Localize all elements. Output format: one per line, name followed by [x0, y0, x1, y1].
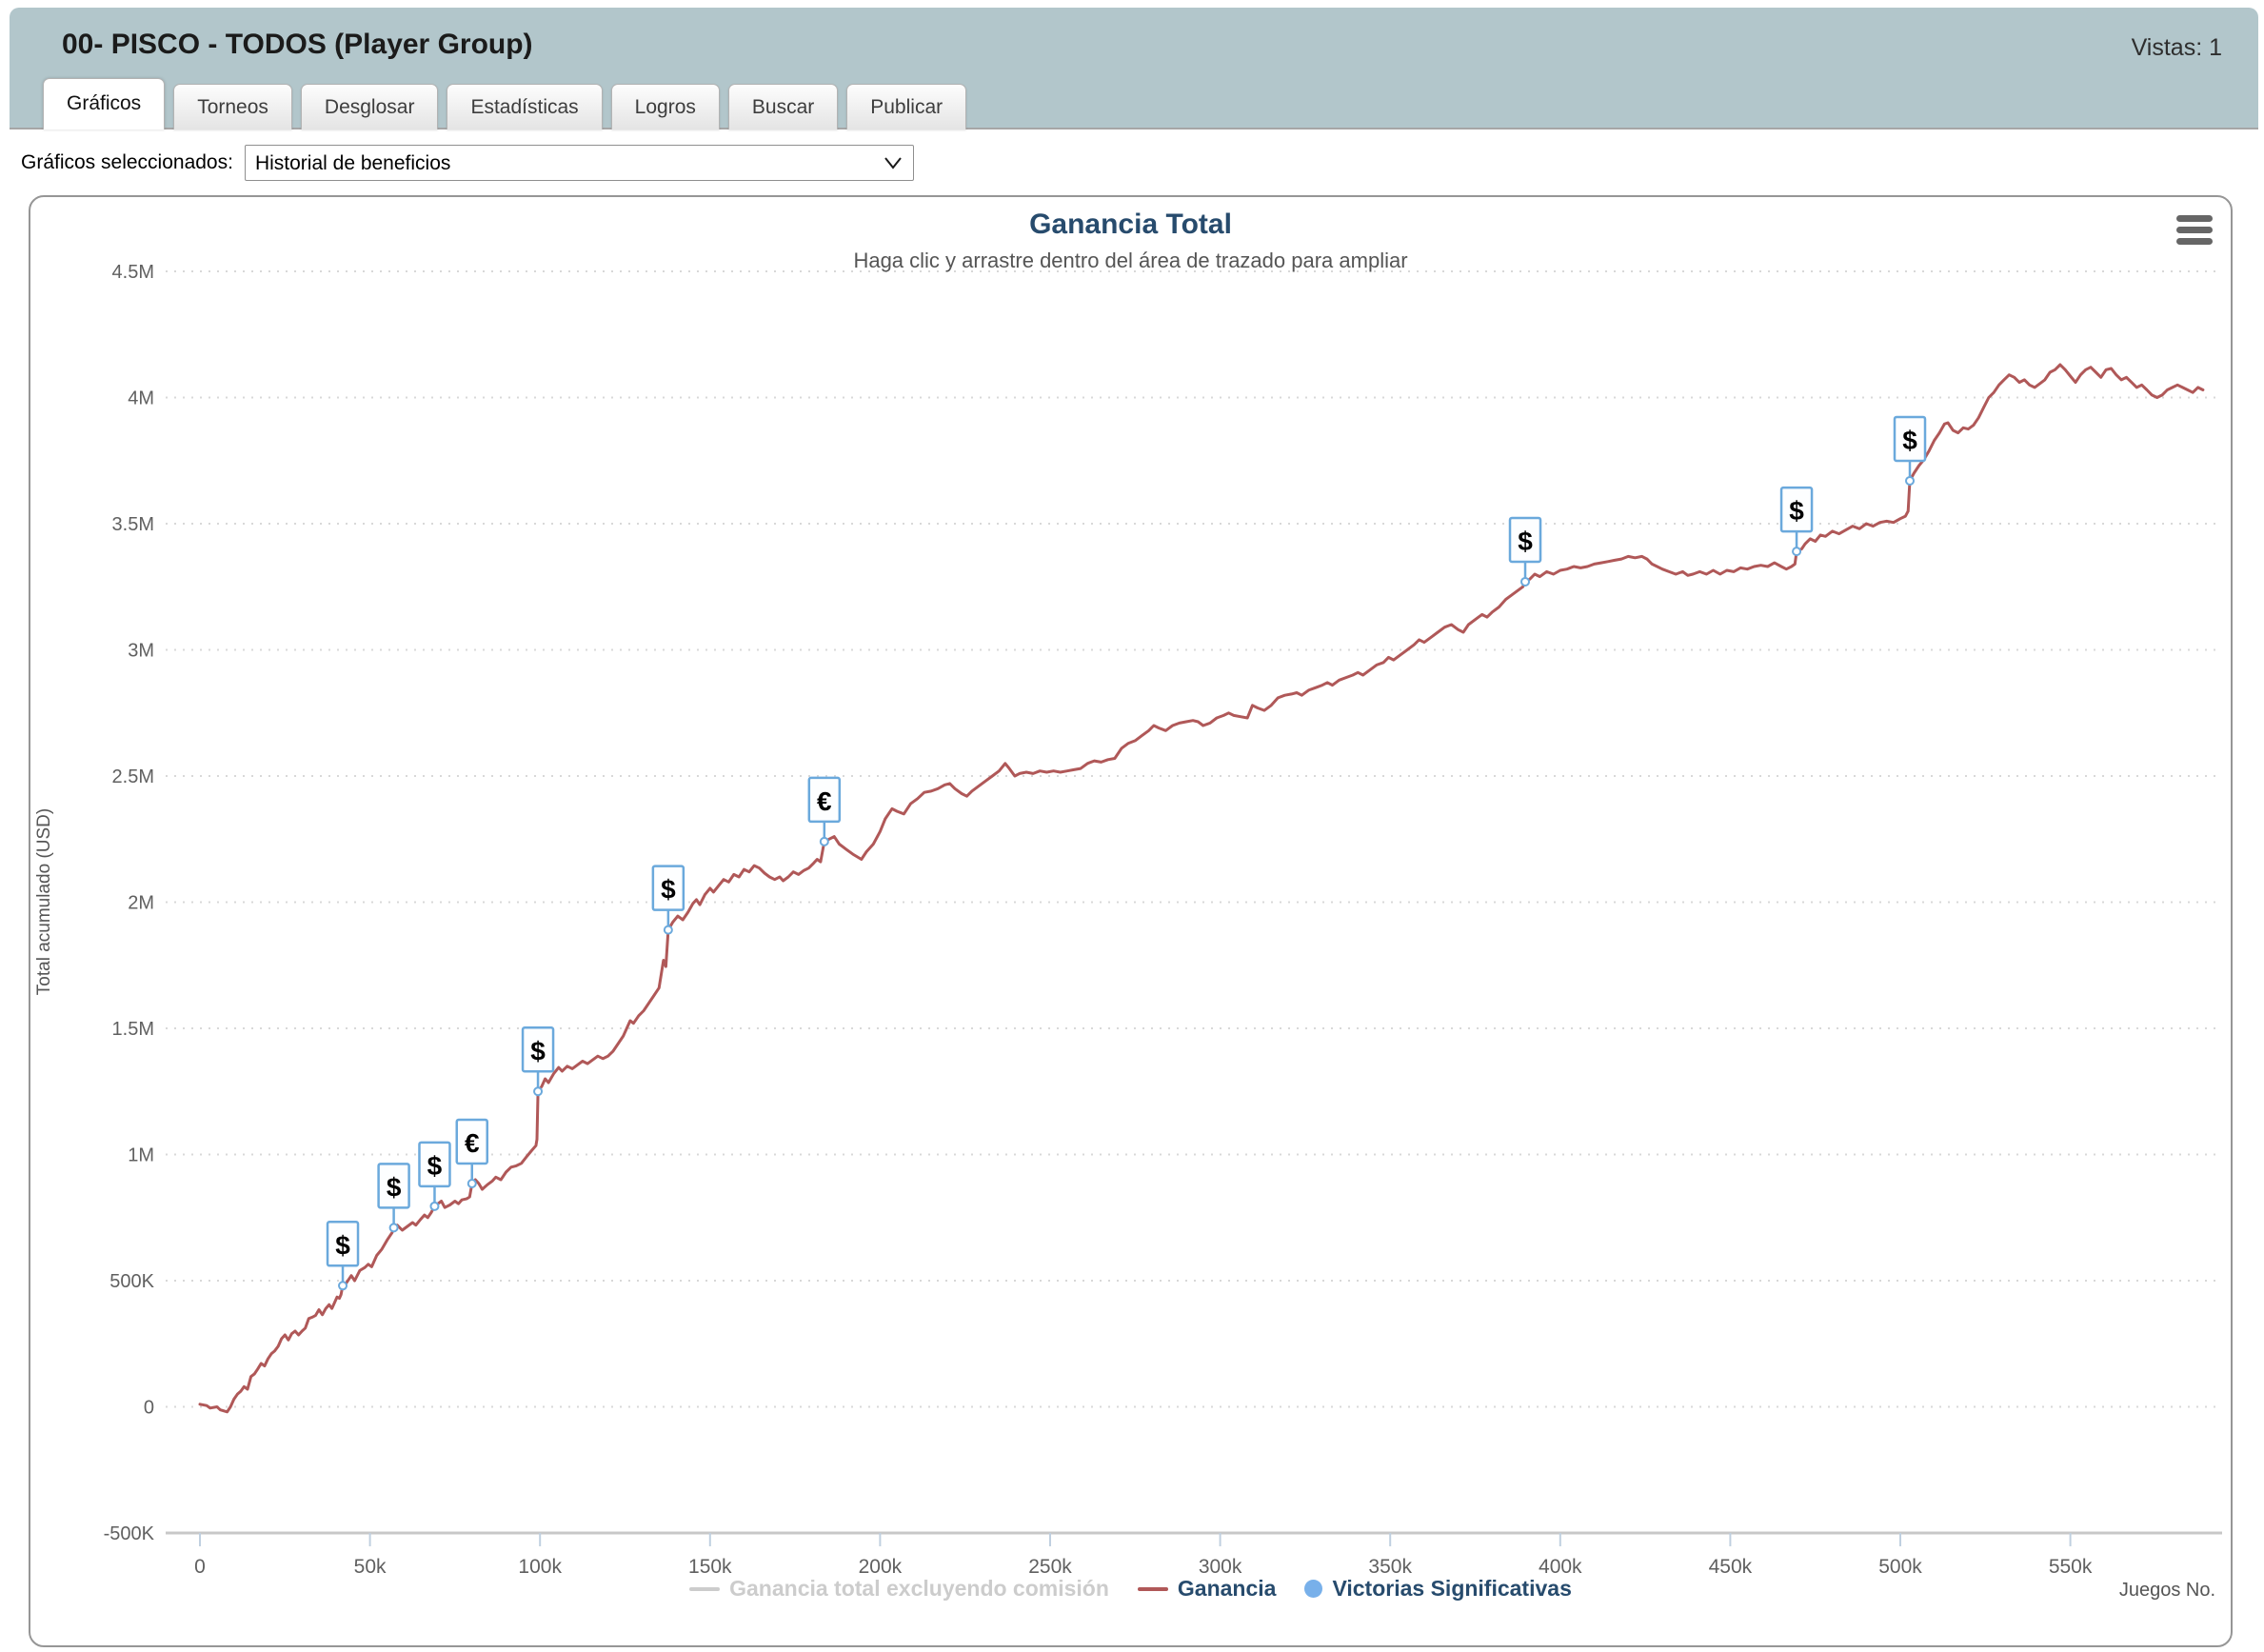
chart-legend: Ganancia total excluyendo comisión Gananc… [30, 1576, 2231, 1602]
flag-marker-euro[interactable]: € [807, 776, 842, 846]
selector-label: Gráficos seleccionados: [21, 151, 233, 173]
page-title: 00- PISCO - TODOS (Player Group) [62, 29, 533, 60]
tab-estadisticas[interactable]: Estadísticas [447, 84, 603, 129]
tab-logros[interactable]: Logros [610, 84, 720, 129]
flag-point[interactable] [663, 925, 673, 935]
y-tick-label: 2.5M [112, 766, 154, 787]
flag-symbol[interactable]: $ [1902, 426, 1917, 455]
flag-marker-dollar[interactable]: $ [651, 865, 685, 935]
profit-chart-plot[interactable]: -500K 0 500K 1M 1.5M 2M 2.5M 3M 3.5M 4M 4.5M 0 50k 10… [30, 197, 2231, 1645]
y-tick-label: 3.5M [112, 514, 154, 535]
flag-point[interactable] [533, 1086, 544, 1097]
flag-symbol[interactable]: $ [387, 1172, 402, 1202]
x-tick-label: 450k [1709, 1556, 1753, 1578]
tab-desglosar[interactable]: Desglosar [300, 84, 439, 129]
chart-subtitle: Haga clic y arrastre dentro del área de … [853, 249, 1408, 272]
legend-label: Victorias Significativas [1332, 1576, 1572, 1601]
y-tick-label: 500K [109, 1271, 154, 1292]
x-tick-label: 400k [1539, 1556, 1582, 1578]
flag-point[interactable] [1520, 576, 1531, 587]
select-wrap: Historial de beneficios [244, 145, 914, 181]
x-tick-label: 50k [354, 1556, 387, 1578]
flag-marker-dollar[interactable]: $ [1893, 415, 1927, 486]
flag-box[interactable] [1893, 415, 1927, 463]
hamburger-menu-icon[interactable] [2172, 210, 2217, 249]
y-tick-label: 4M [128, 388, 154, 409]
flag-point[interactable] [467, 1178, 477, 1188]
x-tick-label: 550k [2049, 1556, 2093, 1578]
chart-container: -500K 0 500K 1M 1.5M 2M 2.5M 3M 3.5M 4M 4.5M 0 50k 10… [29, 195, 2233, 1647]
flag-symbol[interactable]: $ [1518, 527, 1533, 556]
flag-box[interactable] [651, 865, 685, 911]
flag-point[interactable] [819, 836, 829, 846]
flag-symbol[interactable]: $ [661, 875, 676, 905]
flag-symbol[interactable]: $ [427, 1151, 443, 1181]
y-tick-label: 3M [128, 641, 154, 662]
tab-buscar[interactable]: Buscar [727, 84, 839, 129]
legend-item-0[interactable]: Ganancia total excluyendo comisión [689, 1576, 1109, 1602]
legend-circle-icon [1304, 1580, 1323, 1598]
flag-symbol[interactable]: $ [335, 1230, 350, 1260]
tab-publicar[interactable]: Publicar [846, 84, 967, 129]
flag-box[interactable] [377, 1163, 410, 1209]
chart-selector-row: Gráficos seleccionados: Historial de ben… [21, 143, 914, 183]
flag-box[interactable] [1508, 516, 1542, 564]
flag-marker-euro[interactable]: € [455, 1118, 489, 1188]
x-tick-label: 500k [1878, 1556, 1922, 1578]
x-tick-label: 250k [1028, 1556, 1072, 1578]
x-tick-label: 0 [194, 1556, 206, 1578]
flag-box[interactable] [455, 1118, 489, 1165]
x-tick-label: 100k [518, 1556, 562, 1578]
y-tick-label: 4.5M [112, 262, 154, 283]
flag-point[interactable] [388, 1223, 399, 1233]
x-tick-label: 300k [1199, 1556, 1242, 1578]
chart-type-select[interactable]: Historial de beneficios [244, 145, 914, 181]
legend-dash-icon [689, 1586, 721, 1591]
flag-marker-dollar[interactable]: $ [1508, 516, 1542, 587]
flag-point[interactable] [338, 1281, 348, 1291]
y-tick-label: 2M [128, 893, 154, 914]
flag-symbol[interactable]: € [817, 786, 832, 816]
flag-box[interactable] [418, 1141, 451, 1188]
flag-point[interactable] [1905, 475, 1916, 486]
legend-label: Ganancia [1177, 1576, 1277, 1601]
flag-point[interactable] [429, 1201, 440, 1211]
legend-item-1[interactable]: Ganancia [1137, 1576, 1277, 1602]
flag-marker-dollar[interactable]: $ [1779, 486, 1814, 557]
flag-symbol[interactable]: $ [1789, 496, 1804, 526]
y-tick-label: 1M [128, 1145, 154, 1166]
y-tick-label: -500K [104, 1523, 155, 1544]
flag-box[interactable] [1779, 486, 1814, 533]
tab-torneos[interactable]: Torneos [173, 84, 292, 129]
tab-bar: Gráficos Torneos Desglosar Estadísticas Logr… [43, 78, 967, 129]
x-tick-label: 350k [1368, 1556, 1412, 1578]
header-bar: 00- PISCO - TODOS (Player Group) Vistas:… [10, 8, 2258, 129]
y-tick-label: 1.5M [112, 1019, 154, 1040]
flag-symbol[interactable]: € [465, 1128, 480, 1158]
legend-dash-icon [1137, 1586, 1168, 1591]
flag-marker-dollar[interactable]: $ [377, 1163, 410, 1233]
flag-symbol[interactable]: $ [530, 1036, 546, 1065]
legend-item-2[interactable]: Victorias Significativas [1304, 1576, 1572, 1602]
x-axis-title: Juegos No. [2118, 1580, 2215, 1601]
tab-graficos[interactable]: Gráficos [43, 78, 166, 129]
flag-box[interactable] [521, 1026, 555, 1073]
flag-marker-dollar[interactable]: $ [326, 1221, 360, 1291]
flag-marker-dollar[interactable]: $ [418, 1141, 451, 1211]
flag-box[interactable] [807, 776, 842, 824]
x-tick-label: 150k [688, 1556, 732, 1578]
views-count: Vistas: 1 [2131, 34, 2222, 61]
legend-label: Ganancia total excluyendo comisión [729, 1576, 1109, 1601]
x-tick-label: 200k [859, 1556, 903, 1578]
y-tick-label: 0 [144, 1398, 154, 1419]
flag-box[interactable] [326, 1221, 360, 1267]
flag-marker-dollar[interactable]: $ [521, 1026, 555, 1097]
y-axis-title: Total acumulado (USD) [34, 808, 54, 995]
series-line-ganancia[interactable] [198, 363, 2205, 1414]
flag-point[interactable] [1792, 547, 1802, 557]
chart-title: Ganancia Total [1029, 209, 1232, 240]
